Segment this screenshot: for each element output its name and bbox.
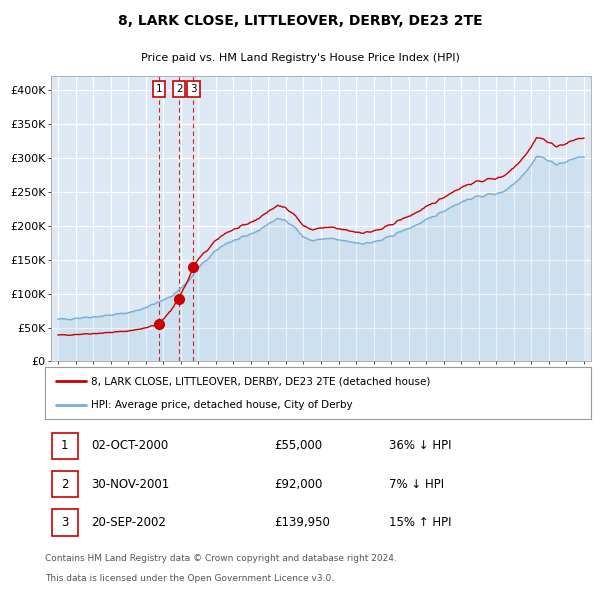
Text: 02-OCT-2000: 02-OCT-2000	[91, 439, 169, 452]
Text: 20-SEP-2002: 20-SEP-2002	[91, 516, 166, 529]
FancyBboxPatch shape	[52, 471, 78, 497]
Text: 30-NOV-2001: 30-NOV-2001	[91, 477, 170, 491]
Text: £92,000: £92,000	[274, 477, 323, 491]
Text: 15% ↑ HPI: 15% ↑ HPI	[389, 516, 451, 529]
Text: 2: 2	[176, 84, 182, 94]
Text: This data is licensed under the Open Government Licence v3.0.: This data is licensed under the Open Gov…	[45, 573, 334, 583]
Text: 7% ↓ HPI: 7% ↓ HPI	[389, 477, 444, 491]
FancyBboxPatch shape	[52, 432, 78, 459]
Text: 3: 3	[190, 84, 197, 94]
Text: 1: 1	[155, 84, 162, 94]
Text: 36% ↓ HPI: 36% ↓ HPI	[389, 439, 451, 452]
Text: £139,950: £139,950	[274, 516, 330, 529]
Text: 1: 1	[61, 439, 68, 452]
Text: Contains HM Land Registry data © Crown copyright and database right 2024.: Contains HM Land Registry data © Crown c…	[45, 554, 397, 563]
Text: 8, LARK CLOSE, LITTLEOVER, DERBY, DE23 2TE (detached house): 8, LARK CLOSE, LITTLEOVER, DERBY, DE23 2…	[91, 376, 431, 386]
Text: Price paid vs. HM Land Registry's House Price Index (HPI): Price paid vs. HM Land Registry's House …	[140, 53, 460, 63]
Text: 8, LARK CLOSE, LITTLEOVER, DERBY, DE23 2TE: 8, LARK CLOSE, LITTLEOVER, DERBY, DE23 2…	[118, 14, 482, 28]
Text: HPI: Average price, detached house, City of Derby: HPI: Average price, detached house, City…	[91, 401, 353, 410]
FancyBboxPatch shape	[52, 509, 78, 536]
Text: 3: 3	[61, 516, 68, 529]
Text: £55,000: £55,000	[274, 439, 322, 452]
Text: 2: 2	[61, 477, 68, 491]
